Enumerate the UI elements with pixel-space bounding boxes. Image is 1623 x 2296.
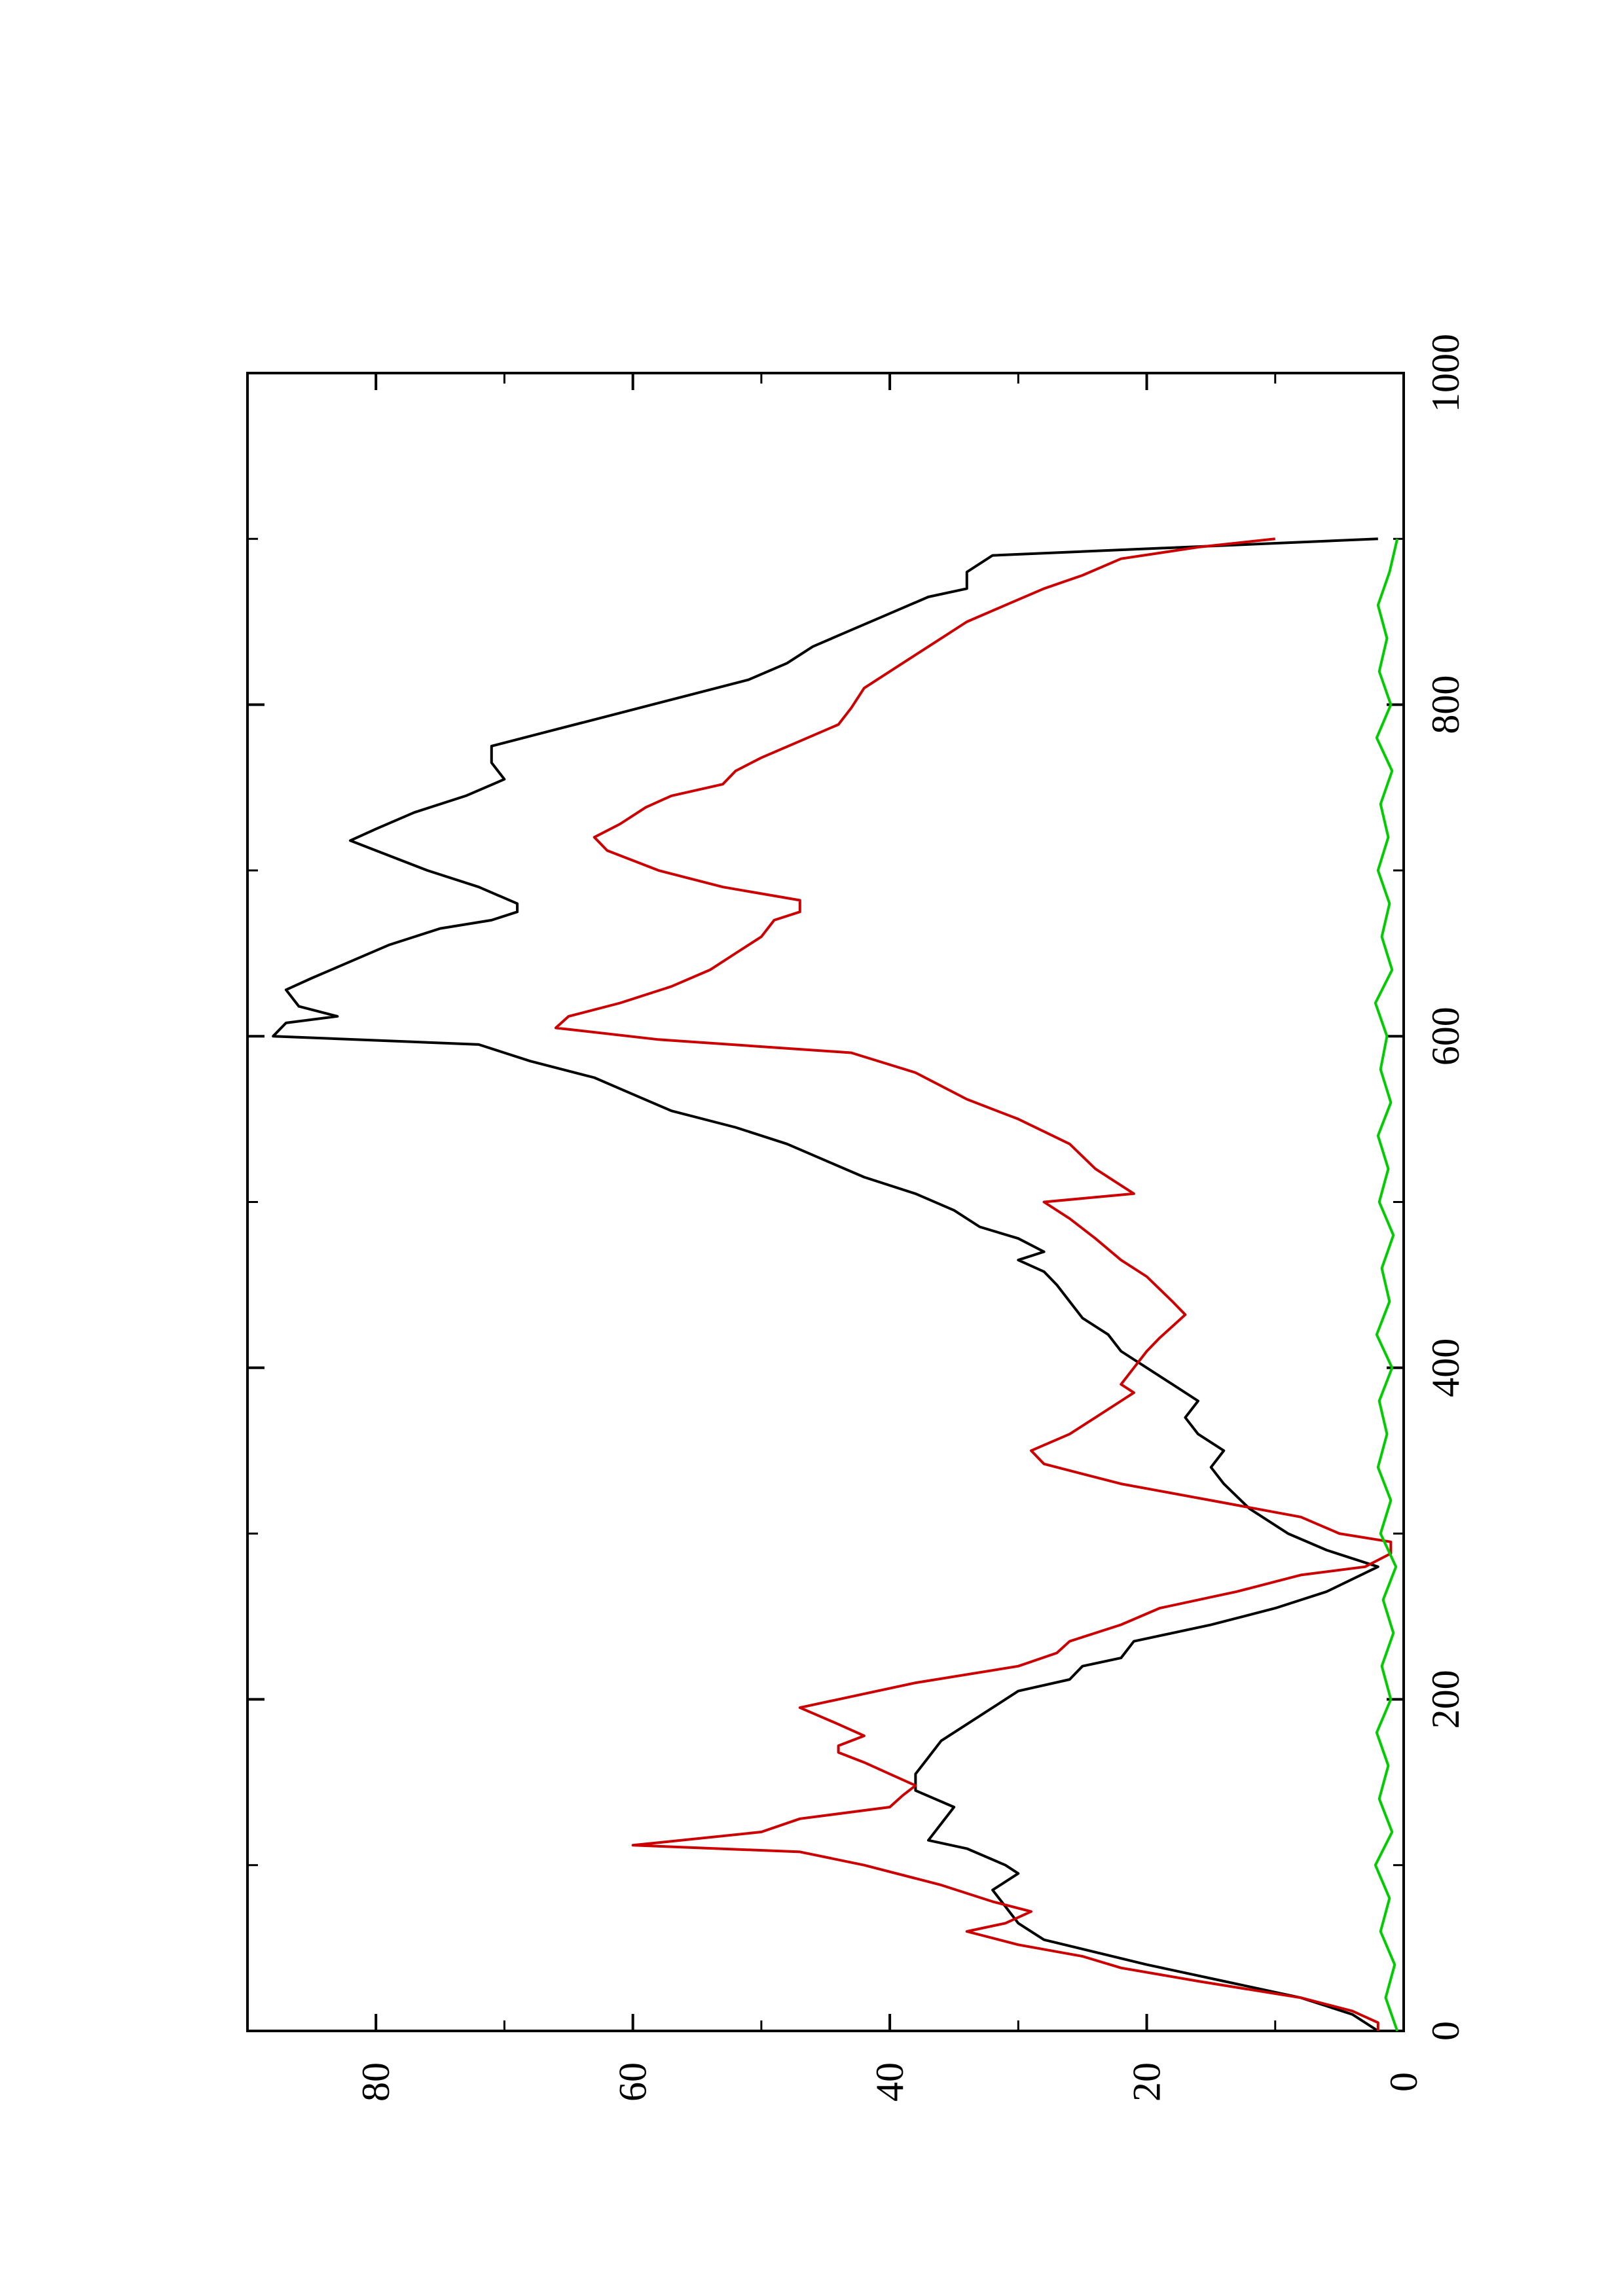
y-tick-label: 60: [611, 2062, 655, 2102]
y-tick-label: 0: [1382, 2072, 1425, 2092]
series-line-1: [272, 537, 1379, 2032]
series-line-2: [554, 537, 1393, 2031]
y-tick-label: 20: [1125, 2062, 1169, 2102]
x-tick-label: 800: [1424, 675, 1467, 734]
y-tick-label: 40: [868, 2062, 911, 2102]
x-tick-label: 1000: [1424, 334, 1467, 412]
plot-frame: [246, 372, 1405, 2032]
y-tick-label: 80: [354, 2062, 397, 2102]
x-tick-label: 400: [1424, 1338, 1467, 1397]
series-line-3: [1374, 538, 1399, 2032]
x-tick-label: 600: [1424, 1007, 1467, 1066]
x-tick-label: 200: [1424, 1670, 1467, 1729]
x-tick-label: 0: [1424, 2021, 1467, 2041]
